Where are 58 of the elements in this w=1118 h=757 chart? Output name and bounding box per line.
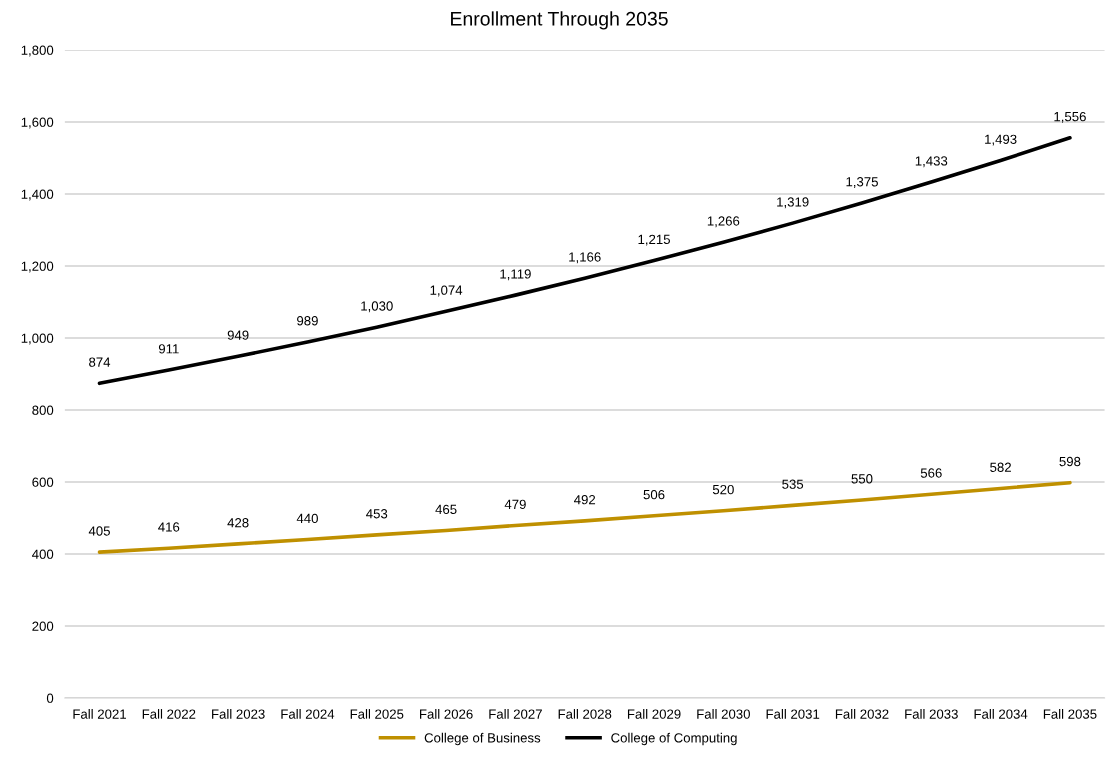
data-label: 874 — [89, 357, 111, 367]
data-label: 465 — [435, 504, 457, 515]
legend-label: College of Business — [424, 732, 541, 746]
x-tick-label: Fall 2024 — [281, 709, 335, 719]
x-tick-label: Fall 2030 — [697, 709, 750, 719]
data-label: 582 — [990, 462, 1011, 472]
y-tick-label: 1,800 — [21, 45, 54, 57]
y-tick-label: 200 — [32, 621, 54, 631]
y-tick-label: 0 — [46, 693, 54, 703]
data-label: 1,074 — [430, 285, 463, 297]
data-label: 428 — [227, 518, 249, 528]
data-label: 1,030 — [361, 301, 393, 313]
x-tick-label: Fall 2034 — [974, 709, 1028, 719]
x-tick-label: Fall 2033 — [905, 709, 958, 719]
data-label: 1,119 — [500, 269, 531, 281]
data-label: 1,493 — [985, 134, 1017, 146]
data-label: 550 — [851, 474, 873, 484]
data-label: 416 — [158, 522, 180, 532]
data-label: 989 — [297, 316, 318, 326]
y-tick-label: 1,000 — [21, 333, 54, 345]
data-label: 535 — [782, 479, 804, 489]
chart-title: Enrollment Through 2035 — [451, 11, 668, 30]
y-tick-label: 600 — [32, 477, 54, 487]
y-tick-label: 400 — [32, 549, 54, 559]
data-label: 1,319 — [777, 197, 809, 209]
data-label: 405 — [88, 526, 110, 536]
y-tick-label: 800 — [32, 405, 54, 415]
data-label: 1,266 — [707, 216, 740, 228]
data-label: 911 — [158, 344, 179, 354]
legend-label: College of Computing — [611, 732, 737, 746]
x-tick-label: Fall 2029 — [627, 709, 681, 719]
y-tick-label: 1,400 — [21, 189, 54, 201]
data-label: 1,433 — [915, 156, 948, 168]
x-tick-label: Fall 2035 — [1043, 709, 1097, 719]
data-label: 1,375 — [846, 177, 878, 189]
x-tick-label: Fall 2022 — [142, 709, 196, 719]
data-label: 520 — [712, 484, 734, 495]
data-label: 1,556 — [1054, 111, 1086, 123]
x-tick-label: Fall 2028 — [558, 709, 612, 719]
data-label: 479 — [504, 499, 526, 510]
x-tick-label: Fall 2026 — [420, 709, 473, 719]
x-tick-label: Fall 2025 — [350, 709, 404, 719]
y-tick-label: 1,200 — [21, 261, 54, 273]
data-label: 598 — [1059, 456, 1081, 467]
data-label: 1,215 — [638, 234, 670, 246]
data-label: 492 — [574, 495, 596, 505]
x-tick-label: Fall 2021 — [73, 709, 126, 719]
data-label: 440 — [296, 513, 318, 524]
x-tick-label: Fall 2027 — [489, 709, 542, 719]
x-tick-label: Fall 2032 — [835, 709, 889, 719]
data-label: 949 — [227, 330, 249, 340]
data-label: 566 — [920, 468, 942, 478]
y-tick-label: 1,600 — [21, 117, 54, 129]
x-tick-label: Fall 2023 — [212, 709, 265, 719]
data-label: 453 — [366, 509, 388, 519]
data-label: 506 — [643, 489, 665, 500]
data-label: 1,166 — [569, 252, 601, 264]
x-tick-label: Fall 2031 — [766, 709, 820, 719]
